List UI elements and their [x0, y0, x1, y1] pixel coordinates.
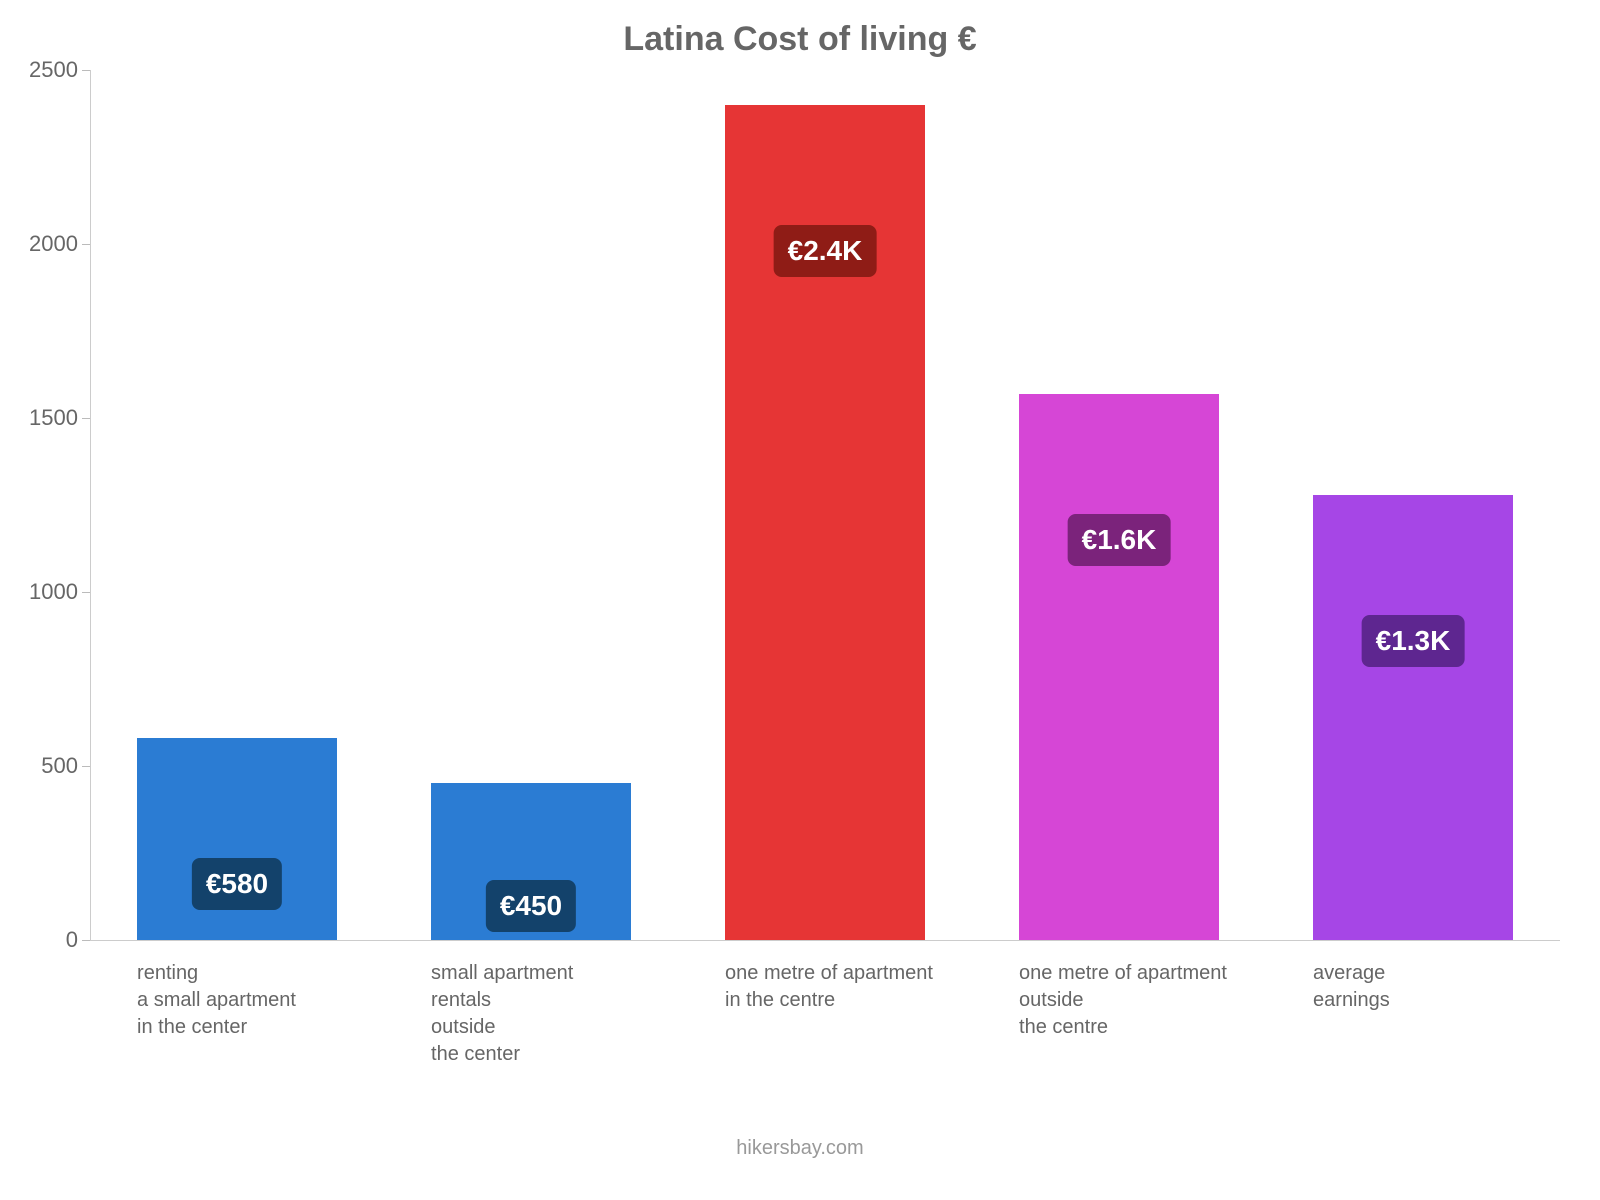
x-axis-label: one metre of apartment in the centre	[725, 960, 925, 1014]
bar: €1.6K	[1019, 394, 1219, 940]
bar: €580	[137, 738, 337, 940]
bars-group: €580 €450 €2.4K €1.6K €1.3K	[90, 70, 1560, 940]
y-tick-label: 1000	[29, 579, 90, 605]
chart-title: Latina Cost of living €	[0, 20, 1600, 59]
bar: €2.4K	[725, 105, 925, 940]
x-axis-label: renting a small apartment in the center	[137, 960, 337, 1041]
bar-value-badge: €1.6K	[1068, 514, 1171, 566]
x-axis-label: small apartment rentals outside the cent…	[431, 960, 631, 1068]
chart-container: Latina Cost of living € 0 500 1000 1500 2000…	[0, 0, 1600, 1200]
attribution-text: hikersbay.com	[0, 1137, 1600, 1160]
y-tick-label: 2500	[29, 57, 90, 83]
x-axis-line	[90, 940, 1560, 941]
y-tick-label: 0	[66, 927, 90, 953]
plot-area: 05001000150020002500 €580€450€2.4K€1.6K€…	[90, 70, 1560, 940]
bar-value-badge: €580	[192, 858, 282, 910]
bar-value-badge: €2.4K	[774, 225, 877, 277]
y-tick-label: 2000	[29, 231, 90, 257]
x-axis-label: one metre of apartment outside the centr…	[1019, 960, 1219, 1041]
y-tick-label: 1500	[29, 405, 90, 431]
y-axis-line	[90, 70, 91, 940]
bar-value-badge: €1.3K	[1362, 615, 1465, 667]
bar: €1.3K	[1313, 495, 1513, 940]
bar-value-badge: €450	[486, 880, 576, 932]
y-tick-label: 500	[41, 753, 90, 779]
bar: €450	[431, 783, 631, 940]
x-axis-label: average earnings	[1313, 960, 1513, 1014]
